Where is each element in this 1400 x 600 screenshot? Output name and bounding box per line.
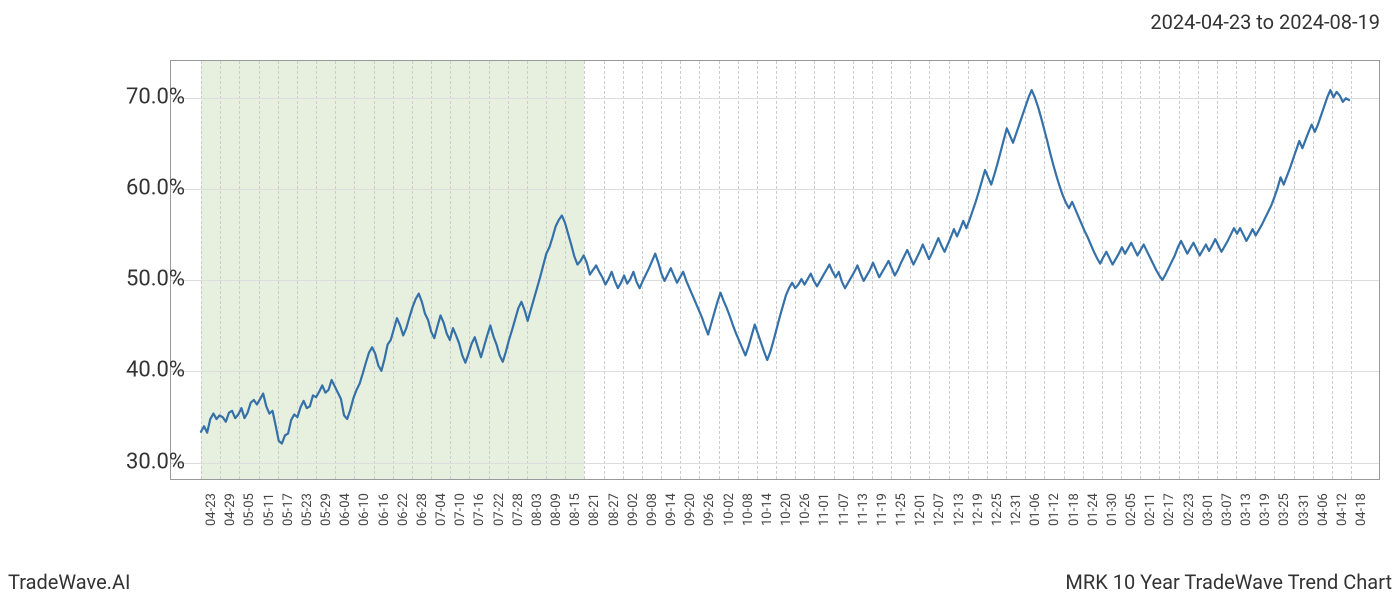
x-tick-label: 03-25 xyxy=(1277,493,1292,526)
x-tick-label: 04-29 xyxy=(223,493,238,526)
x-tick-label: 01-12 xyxy=(1047,493,1062,526)
x-tick-label: 10-14 xyxy=(760,493,775,526)
x-tick-label: 10-08 xyxy=(741,493,756,526)
x-tick-label: 07-28 xyxy=(511,493,526,526)
x-tick-label: 07-10 xyxy=(453,493,468,526)
x-tick-label: 08-27 xyxy=(607,493,622,526)
x-tick-label: 08-21 xyxy=(587,493,602,526)
x-tick-label: 11-07 xyxy=(837,493,852,526)
x-tick-label: 09-26 xyxy=(702,493,717,526)
x-tick-label: 04-12 xyxy=(1335,493,1350,526)
y-tick-label: 60.0% xyxy=(85,175,185,200)
x-tick-label: 10-20 xyxy=(779,493,794,526)
x-tick-label: 03-13 xyxy=(1239,493,1254,526)
x-tick-label: 06-04 xyxy=(338,493,353,526)
x-tick-label: 04-06 xyxy=(1316,493,1331,526)
x-tick-label: 10-02 xyxy=(722,493,737,526)
x-tick-label: 02-11 xyxy=(1143,493,1158,526)
x-tick-label: 05-11 xyxy=(262,493,277,526)
y-tick-label: 40.0% xyxy=(85,358,185,383)
x-tick-label: 05-17 xyxy=(281,493,296,526)
x-tick-label: 08-03 xyxy=(530,493,545,526)
x-tick-label: 05-05 xyxy=(242,493,257,526)
x-tick-label: 05-23 xyxy=(300,493,315,526)
x-tick-label: 06-28 xyxy=(415,493,430,526)
y-tick-label: 70.0% xyxy=(85,84,185,109)
x-tick-label: 06-10 xyxy=(357,493,372,526)
x-tick-label: 12-19 xyxy=(971,493,986,526)
x-tick-label: 03-31 xyxy=(1297,493,1312,526)
x-tick-label: 09-14 xyxy=(664,493,679,526)
x-tick-label: 03-07 xyxy=(1220,493,1235,526)
x-tick-label: 02-23 xyxy=(1182,493,1197,526)
date-range-label: 2024-04-23 to 2024-08-19 xyxy=(1150,10,1380,34)
x-tick-label: 02-05 xyxy=(1124,493,1139,526)
x-tick-label: 01-24 xyxy=(1086,493,1101,526)
footer-chart-title: MRK 10 Year TradeWave Trend Chart xyxy=(1065,570,1392,594)
chart-plot-area xyxy=(170,60,1380,480)
y-tick-label: 30.0% xyxy=(85,449,185,474)
x-tick-label: 09-20 xyxy=(683,493,698,526)
x-tick-label: 01-06 xyxy=(1028,493,1043,526)
x-tick-label: 03-19 xyxy=(1258,493,1273,526)
x-tick-label: 12-25 xyxy=(990,493,1005,526)
footer-brand: TradeWave.AI xyxy=(8,570,130,594)
x-tick-label: 10-26 xyxy=(798,493,813,526)
line-series xyxy=(171,61,1379,479)
x-tick-label: 11-19 xyxy=(875,493,890,526)
x-tick-label: 01-30 xyxy=(1105,493,1120,526)
x-tick-label: 12-13 xyxy=(952,493,967,526)
x-tick-label: 07-04 xyxy=(434,493,449,526)
x-tick-label: 03-01 xyxy=(1201,493,1216,526)
x-tick-label: 08-15 xyxy=(568,493,583,526)
x-tick-label: 05-29 xyxy=(319,493,334,526)
x-tick-label: 07-16 xyxy=(472,493,487,526)
x-tick-label: 12-31 xyxy=(1009,493,1024,526)
x-tick-label: 12-01 xyxy=(913,493,928,526)
x-tick-label: 12-07 xyxy=(932,493,947,526)
x-tick-label: 11-13 xyxy=(856,493,871,526)
x-tick-label: 11-01 xyxy=(817,493,832,526)
x-tick-label: 11-25 xyxy=(894,493,909,526)
x-tick-label: 08-09 xyxy=(549,493,564,526)
x-tick-label: 04-23 xyxy=(204,493,219,526)
x-tick-label: 07-22 xyxy=(492,493,507,526)
y-tick-label: 50.0% xyxy=(85,267,185,292)
x-tick-label: 09-02 xyxy=(626,493,641,526)
x-tick-label: 06-22 xyxy=(396,493,411,526)
x-tick-label: 01-18 xyxy=(1067,493,1082,526)
x-tick-label: 04-18 xyxy=(1354,493,1369,526)
x-tick-label: 09-08 xyxy=(645,493,660,526)
x-tick-label: 06-16 xyxy=(377,493,392,526)
x-tick-label: 02-17 xyxy=(1162,493,1177,526)
